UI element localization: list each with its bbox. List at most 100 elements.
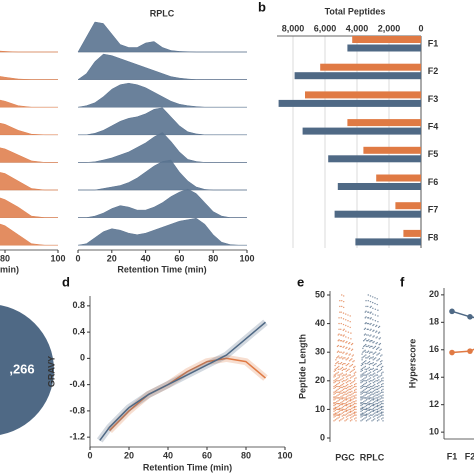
strip-dot	[337, 417, 339, 419]
strip-dot	[360, 413, 362, 415]
strip-dot	[348, 397, 350, 399]
strip-dot	[333, 413, 335, 415]
strip-dot	[349, 397, 352, 399]
strip-dot	[345, 398, 348, 400]
strip-dot	[352, 415, 354, 417]
strip-dot	[371, 402, 373, 405]
strip-dot	[349, 377, 352, 379]
strip-dot	[352, 401, 354, 403]
strip-dot	[349, 391, 352, 393]
strip-dot	[349, 380, 352, 382]
point	[449, 308, 455, 315]
strip-dot	[365, 316, 367, 318]
strip-dot	[351, 407, 353, 410]
y-tick-label: 20	[429, 289, 439, 299]
strip-dot	[336, 351, 339, 353]
strip-dot	[372, 296, 374, 298]
strip-dot	[378, 390, 380, 392]
x-axis-label: Retention Time (min)	[117, 264, 206, 274]
strip-dot	[338, 407, 341, 410]
strip-dot	[349, 374, 352, 376]
strip-dot	[365, 416, 368, 418]
strip-dot	[345, 379, 348, 381]
strip-dot	[376, 368, 379, 371]
strip-dot	[375, 408, 377, 411]
strip-dot	[369, 388, 372, 391]
series-line	[108, 357, 266, 432]
strip-dot	[380, 380, 383, 382]
strip-dot	[372, 416, 375, 418]
ridge-area	[78, 132, 247, 163]
strip-dot	[369, 371, 372, 373]
strip-dot	[378, 393, 380, 395]
strip-dot	[372, 398, 375, 400]
strip-dot	[347, 357, 350, 359]
strip-dot	[360, 407, 362, 410]
strip-dot	[342, 417, 345, 419]
strip-dot	[380, 411, 383, 413]
strip-dot	[367, 407, 369, 410]
strip-dot	[334, 379, 337, 381]
strip-dot	[352, 392, 354, 394]
strip-dot	[380, 368, 383, 371]
strip-dot	[347, 392, 349, 394]
strip-dot	[368, 363, 371, 366]
y-tick-label: 40	[315, 318, 325, 328]
x-tick-label: 80	[208, 253, 218, 263]
strip-dot	[350, 370, 353, 372]
strip-dot	[362, 347, 364, 350]
bar	[376, 174, 421, 182]
strip-dot	[353, 383, 356, 386]
strip-dot	[344, 410, 346, 413]
strip-dot	[368, 358, 371, 360]
strip-dot	[369, 306, 372, 309]
strip-dot	[348, 394, 350, 396]
strip-dot	[382, 414, 384, 416]
strip-dot	[360, 374, 362, 376]
strip-dot	[344, 414, 346, 416]
strip-dot	[374, 412, 376, 414]
strip-dot	[346, 346, 348, 349]
strip-dot	[361, 412, 364, 414]
strip-dot	[372, 419, 375, 421]
strip-dot	[372, 341, 374, 344]
strip-dot	[364, 374, 366, 376]
strip-dot	[368, 378, 370, 380]
strip-dot	[349, 402, 352, 405]
strip-dot	[336, 395, 338, 397]
strip-dot	[361, 357, 363, 359]
strip-dot	[337, 368, 340, 371]
strip-dot	[351, 384, 353, 387]
strip-dot	[364, 333, 367, 335]
strip-dot	[365, 321, 367, 324]
strip-dot	[333, 393, 335, 395]
strip-dot	[370, 345, 372, 348]
strip-dot	[364, 417, 366, 419]
strip-dot	[338, 420, 341, 422]
strip-dot	[341, 366, 344, 369]
strip-dot	[351, 376, 353, 378]
ridge-area	[0, 223, 58, 246]
strip-dot	[361, 384, 364, 387]
strip-dot	[362, 356, 365, 358]
strip-dot	[351, 402, 353, 404]
strip-dot	[336, 414, 338, 416]
strip-dot	[353, 402, 356, 405]
strip-dot	[337, 400, 339, 402]
strip-dot	[334, 396, 337, 398]
strip-dot	[376, 420, 379, 422]
strip-dot	[367, 356, 369, 358]
strip-dot	[368, 402, 370, 405]
strip-dot	[372, 324, 374, 327]
strip-dot	[377, 315, 379, 317]
category-label: F1	[428, 38, 439, 48]
strip-dot	[338, 391, 341, 393]
strip-dot	[341, 378, 343, 380]
strip-dot	[366, 362, 368, 365]
strip-dot	[333, 385, 335, 388]
strip-dot	[363, 412, 365, 414]
strip-dot	[369, 414, 372, 416]
strip-dot	[373, 329, 375, 331]
strip-dot	[351, 355, 353, 357]
panel-label: b	[258, 0, 266, 14]
